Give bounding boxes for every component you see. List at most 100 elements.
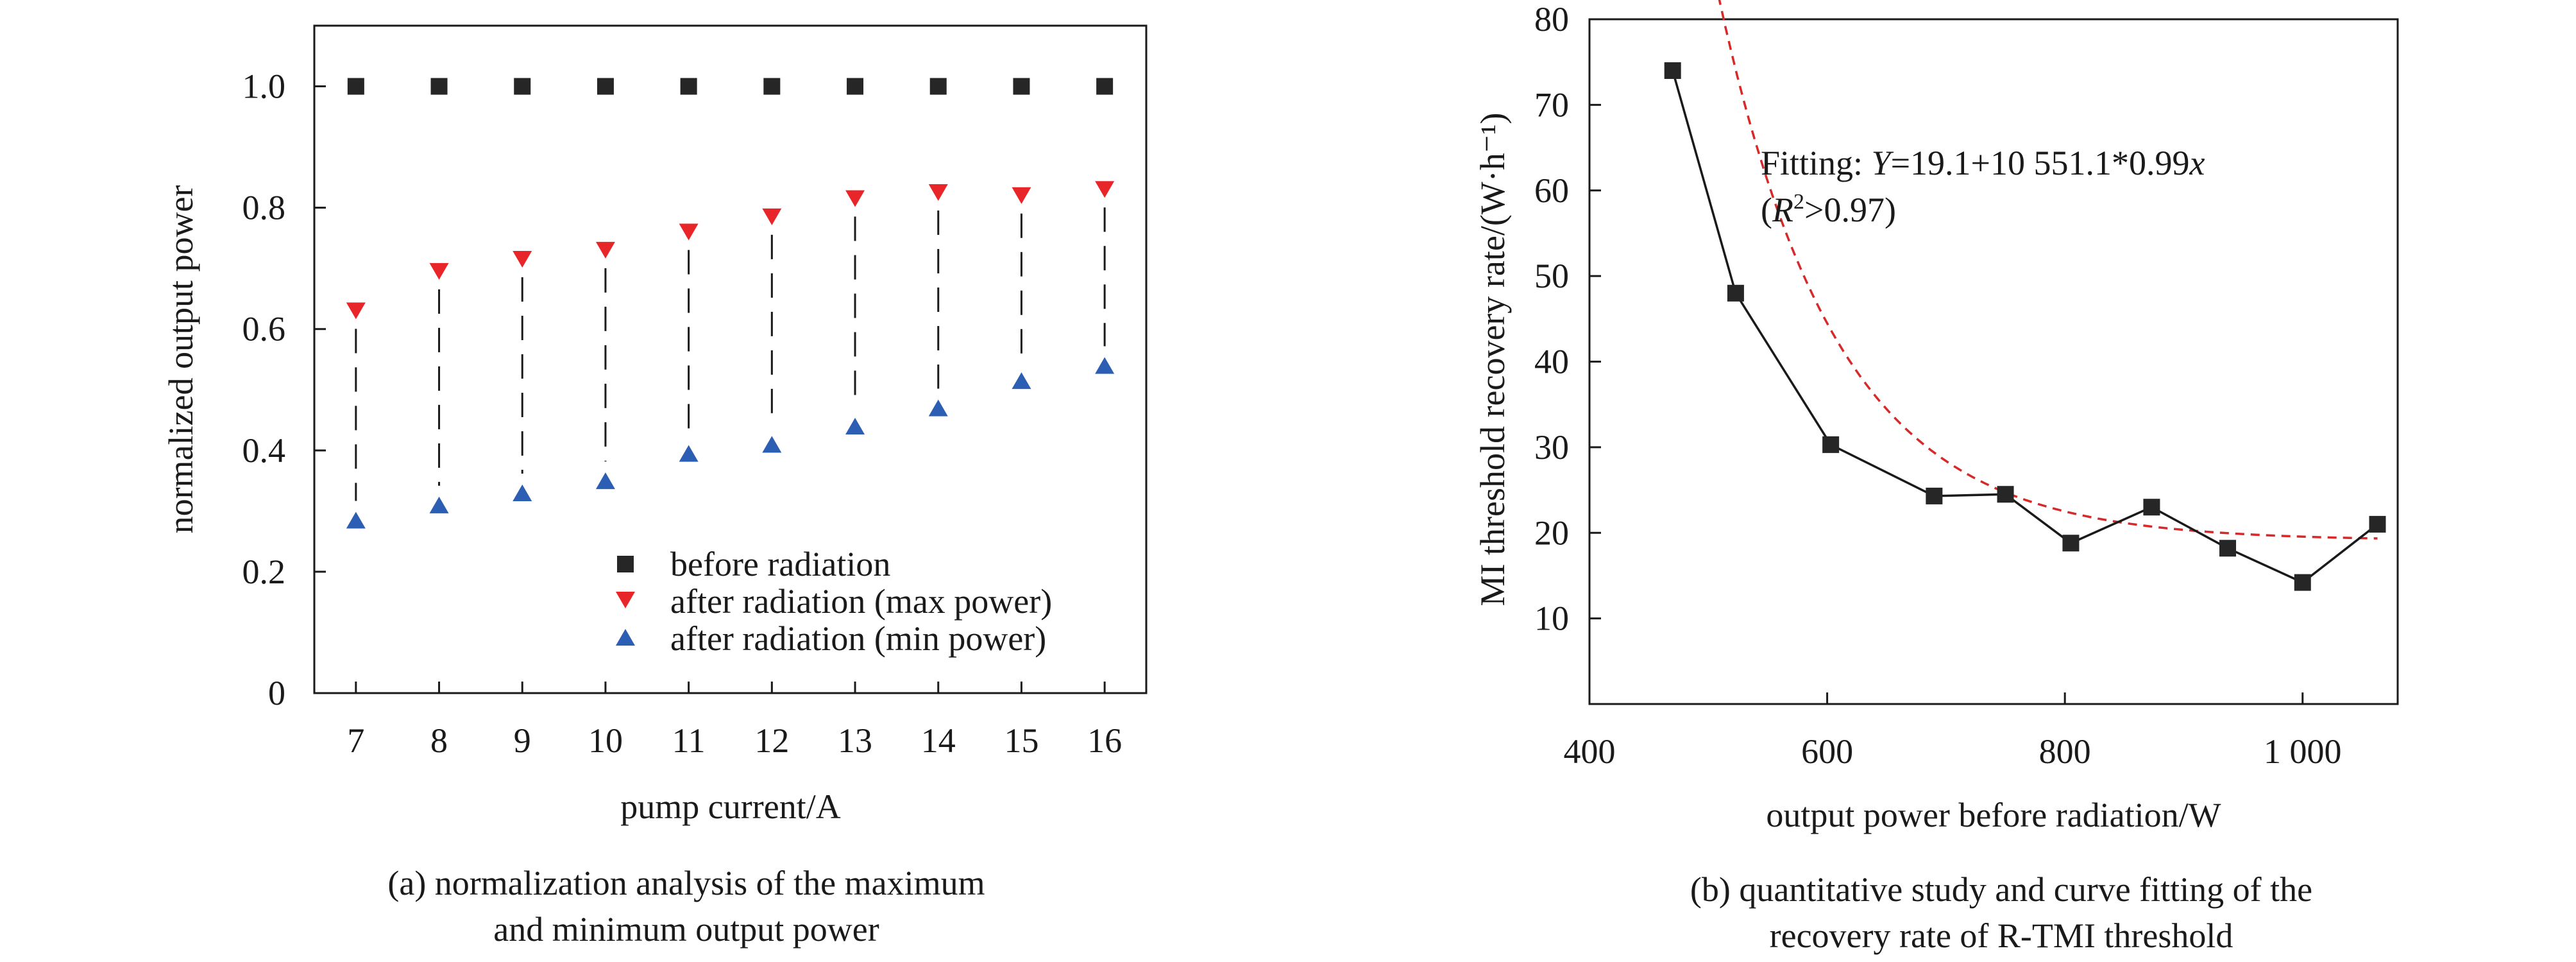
plot-b-ticks: 10 20 30 40 50 60 70 80 400 600 800 1 000 [1534, 0, 2342, 771]
plot-a-connectors [355, 207, 1106, 501]
point-after-radiation-max-power [679, 223, 699, 241]
point-after-radiation-min-power [762, 436, 782, 453]
legend-label-min-power: after radiation (min power) [670, 619, 1046, 658]
point-recovery-rate [1822, 436, 1840, 453]
b-ytick-label: 80 [1534, 0, 1569, 39]
caption-b-line-2: recovery rate of R-TMI threshold [1769, 916, 2233, 955]
plot-a-ticks: 0 0.2 0.4 0.6 0.8 1.0 7 8 9 10 11 12 13 14 15 16 [242, 67, 1123, 760]
point-before-radiation [514, 78, 531, 95]
point-recovery-rate [2062, 535, 2080, 552]
point-after-radiation-min-power [1095, 357, 1115, 374]
point-recovery-rate [2143, 499, 2160, 516]
point-after-radiation-max-power [1095, 181, 1115, 198]
point-before-radiation [847, 78, 864, 95]
caption-b: (b) quantitative study and curve fitting… [1597, 866, 2405, 959]
point-after-radiation-min-power [928, 399, 948, 417]
plot-b-fit-curve [1718, 0, 2378, 540]
point-before-radiation [1096, 78, 1114, 95]
point-before-radiation [597, 78, 614, 95]
a-xtick-label: 13 [838, 721, 872, 760]
a-ytick-label: 0.6 [242, 310, 286, 348]
point-recovery-rate [1727, 284, 1744, 302]
point-after-radiation-max-power [429, 262, 449, 280]
plot-a-legend: before radiation after radiation (max po… [616, 545, 1052, 658]
a-xtick-label: 14 [921, 721, 956, 760]
point-recovery-rate [2369, 515, 2386, 533]
point-recovery-rate [2219, 540, 2237, 557]
panel-b-chart: 10 20 30 40 50 60 70 80 400 600 800 1 000 output po… [1473, 0, 2399, 834]
b-ytick-label: 40 [1534, 343, 1569, 381]
point-after-radiation-max-power [513, 251, 532, 268]
a-xtick-label: 12 [754, 721, 789, 760]
point-before-radiation [1013, 78, 1030, 95]
a-ytick-label: 1.0 [242, 67, 286, 106]
point-before-radiation [680, 78, 697, 95]
point-recovery-rate [2294, 574, 2311, 591]
a-ytick-label: 0 [268, 674, 285, 712]
point-before-radiation [763, 78, 781, 95]
series-line [1672, 70, 2378, 584]
legend-label-max-power: after radiation (max power) [670, 582, 1052, 621]
point-after-radiation-max-power [928, 184, 948, 201]
a-xtick-label: 8 [430, 721, 448, 760]
point-after-radiation-max-power [346, 302, 366, 320]
b-ytick-label: 20 [1534, 513, 1569, 552]
b-ytick-label: 10 [1534, 599, 1569, 638]
a-xtick-label: 10 [588, 721, 623, 760]
point-recovery-rate [1926, 487, 1943, 504]
plot-a-xlabel: pump current/A [620, 787, 840, 826]
point-after-radiation-max-power [1012, 187, 1031, 204]
point-after-radiation-min-power [429, 496, 449, 513]
b-xtick-label: 400 [1564, 732, 1616, 771]
point-after-radiation-min-power [1012, 372, 1031, 390]
point-before-radiation [430, 78, 448, 95]
a-xtick-label: 7 [347, 721, 364, 760]
b-ytick-label: 60 [1534, 171, 1569, 210]
a-xtick-label: 15 [1004, 721, 1038, 760]
a-ytick-label: 0.2 [242, 553, 286, 591]
a-ytick-label: 0.4 [242, 431, 286, 470]
b-xtick-label: 1 000 [2264, 732, 2342, 771]
plot-a-marks [346, 78, 1115, 529]
a-xtick-label: 11 [672, 721, 706, 760]
fit-curve [1718, 0, 2378, 540]
caption-a: (a) normalization analysis of the maximu… [282, 860, 1090, 952]
plot-b-xlabel: output power before radiation/W [1766, 796, 2221, 834]
point-after-radiation-min-power [845, 418, 865, 434]
point-before-radiation [929, 78, 947, 95]
plot-a-ylabel: normalized output power [162, 185, 200, 534]
legend-marker-min-power [616, 629, 635, 646]
plot-b-frame [1588, 18, 2399, 705]
legend-marker-max-power [616, 592, 635, 608]
a-xtick-label: 16 [1087, 721, 1122, 760]
b-xtick-label: 600 [1801, 732, 1853, 771]
plot-b-ylabel: MI threshold recovery rate/(W·h⁻¹) [1473, 113, 1512, 606]
plot-a-frame [313, 24, 1148, 694]
point-recovery-rate [1997, 486, 2014, 503]
point-after-radiation-min-power [679, 445, 699, 462]
b-ytick-label: 30 [1534, 428, 1569, 467]
a-ytick-label: 0.8 [242, 189, 286, 227]
panel-a-chart: 0 0.2 0.4 0.6 0.8 1.0 7 8 9 10 11 12 13 14 15 16 pump c… [162, 24, 1148, 826]
point-before-radiation [347, 78, 364, 95]
b-xtick-label: 800 [2039, 732, 2091, 771]
point-recovery-rate [1664, 62, 1681, 80]
point-after-radiation-max-power [845, 190, 865, 207]
point-after-radiation-min-power [346, 511, 366, 529]
b-ytick-label: 50 [1534, 257, 1569, 295]
point-after-radiation-max-power [762, 208, 782, 225]
r2-annotation: (R2>0.97) [1761, 190, 1896, 229]
point-after-radiation-max-power [595, 241, 615, 259]
caption-b-line-1: (b) quantitative study and curve fitting… [1690, 870, 2313, 909]
caption-a-line-2: and minimum output power [493, 910, 879, 949]
b-ytick-label: 70 [1534, 85, 1569, 124]
point-after-radiation-min-power [513, 485, 532, 501]
legend-label-before-radiation: before radiation [670, 545, 890, 583]
a-xtick-label: 9 [514, 721, 531, 760]
fit-annotation: Fitting: Y=19.1+10 551.1*0.99x [1761, 144, 2205, 182]
plot-b-marks [1664, 62, 2386, 591]
legend-marker-before-radiation [617, 556, 634, 572]
point-after-radiation-min-power [595, 472, 615, 490]
caption-a-line-1: (a) normalization analysis of the maximu… [387, 864, 985, 902]
